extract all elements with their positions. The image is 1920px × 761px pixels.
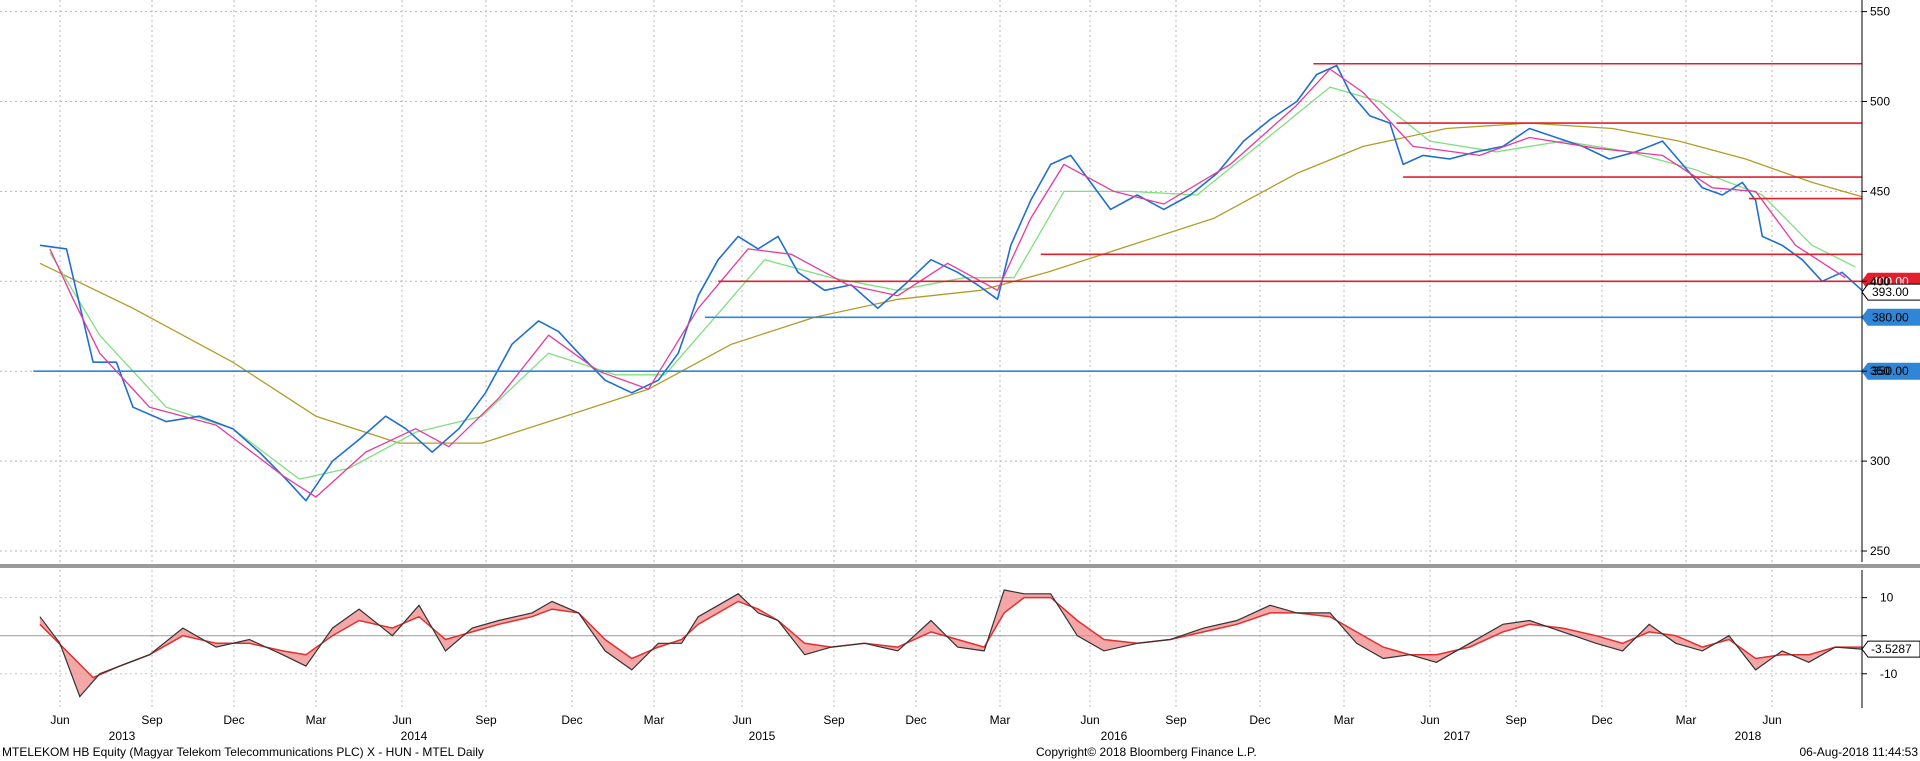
x-tick-label: Sep: [475, 713, 497, 727]
support-badge: 380.00: [1861, 308, 1920, 326]
x-tick-label: Dec: [905, 713, 926, 727]
osc-tick-label: -10: [1880, 667, 1898, 681]
last-badge: 393.00: [1861, 283, 1920, 301]
x-tick-label: Mar: [644, 713, 665, 727]
panel-divider[interactable]: [0, 564, 1920, 568]
level-lines: [33, 62, 1862, 373]
x-tick-label: Sep: [141, 713, 163, 727]
y-tick-label: 550: [1870, 5, 1890, 19]
y-tick-label: 500: [1870, 94, 1890, 108]
badge-shape: [1861, 308, 1920, 326]
x-tick-label: Jun: [392, 713, 411, 727]
badge-label: -3.5287: [1871, 642, 1912, 656]
x-tick-label: Mar: [990, 713, 1011, 727]
year-label: 2013: [109, 729, 136, 743]
oscillator-panel: -3.5287: [39, 589, 1920, 698]
osc-value-badge: -3.5287: [1861, 640, 1920, 658]
x-tick-label: Mar: [1676, 713, 1697, 727]
y-tick-label: 350: [1870, 364, 1890, 378]
badge-label: 380.00: [1872, 310, 1909, 324]
support-badge: 350.00: [1861, 362, 1920, 380]
badge-shape: [1861, 283, 1920, 301]
year-label: 2017: [1444, 729, 1471, 743]
x-tick-label: Jun: [1420, 713, 1439, 727]
ma-mid-line: [49, 86, 1856, 480]
x-tick-label: Mar: [306, 713, 327, 727]
x-tick-label: Dec: [223, 713, 244, 727]
year-label: 2018: [1735, 729, 1762, 743]
axes: Jun Sep Dec Mar Jun Sep Dec Mar Jun Sep Dec Mar Jun S…: [50, 0, 1898, 743]
x-tick-label: Mar: [1334, 713, 1355, 727]
badge-shape: [1861, 362, 1920, 380]
x-tick-label: Jun: [1762, 713, 1781, 727]
x-tick-label: Jun: [50, 713, 69, 727]
security-description: MTELEKOM HB Equity (Magyar Telekom Telec…: [2, 745, 484, 759]
x-tick-label: Sep: [1505, 713, 1527, 727]
y-tick-label: 400: [1870, 274, 1890, 288]
x-tick-label: Sep: [1165, 713, 1187, 727]
x-tick-label: Dec: [561, 713, 582, 727]
y-tick-label: 450: [1870, 184, 1890, 198]
x-tick-label: Jun: [732, 713, 751, 727]
x-tick-label: Dec: [1591, 713, 1612, 727]
x-tick-label: Dec: [1249, 713, 1270, 727]
price-series: [39, 64, 1863, 502]
osc-line: [39, 589, 1863, 698]
timestamp: 06-Aug-2018 11:44:53: [1799, 745, 1918, 759]
badge-label: 350.00: [1872, 364, 1909, 378]
copyright-notice: Copyright© 2018 Bloomberg Finance L.P.: [1036, 745, 1257, 759]
ma-short-line: [49, 68, 1846, 498]
osc-signal-line: [39, 596, 1862, 679]
year-label: 2014: [401, 729, 428, 743]
badge-label: 393.00: [1872, 285, 1909, 299]
x-tick-label: Sep: [823, 713, 845, 727]
chart-background: [0, 0, 1920, 745]
year-label: 2015: [749, 729, 776, 743]
year-label: 2016: [1101, 729, 1128, 743]
y-tick-label: 250: [1870, 544, 1890, 558]
y-tick-label: 300: [1870, 454, 1890, 468]
x-tick-label: Jun: [1080, 713, 1099, 727]
osc-tick-label: 10: [1880, 591, 1894, 605]
badge-shape: [1861, 640, 1920, 658]
